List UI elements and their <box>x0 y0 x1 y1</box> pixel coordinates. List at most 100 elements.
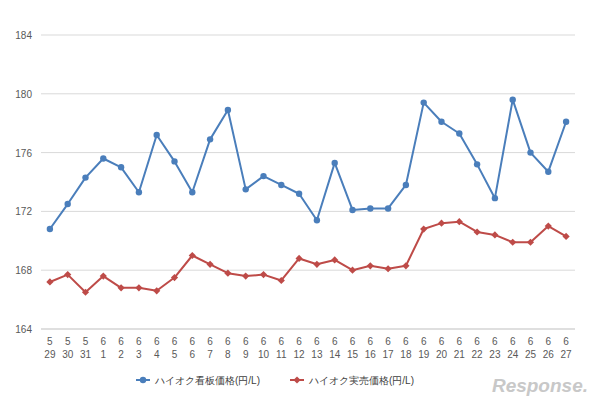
x-tick-label: 617 <box>383 336 395 360</box>
x-tick-label-line: 6 <box>403 336 409 347</box>
data-point <box>509 239 516 246</box>
x-tick-label: 66 <box>190 336 196 360</box>
x-tick-label-line: 16 <box>365 349 377 360</box>
x-tick-label: 65 <box>172 336 178 360</box>
x-tick-label-line: 13 <box>311 349 323 360</box>
x-tick-label-line: 6 <box>421 336 427 347</box>
data-point <box>527 149 533 155</box>
data-point <box>385 205 391 211</box>
data-point <box>260 173 266 179</box>
data-point <box>136 189 142 195</box>
x-tick-label: 623 <box>489 336 501 360</box>
watermark: Response. <box>492 375 588 396</box>
x-tick-label: 621 <box>454 336 466 360</box>
x-tick-label-line: 3 <box>136 349 142 360</box>
x-tick-label-line: 22 <box>472 349 484 360</box>
data-point <box>243 186 249 192</box>
data-point <box>527 239 534 246</box>
x-tick-label: 67 <box>207 336 213 360</box>
series-line <box>50 100 566 229</box>
x-tick-label-line: 6 <box>190 349 196 360</box>
data-point <box>100 272 107 279</box>
y-tick-label: 180 <box>15 89 32 100</box>
data-point <box>260 271 267 278</box>
x-tick-label-line: 27 <box>561 349 573 360</box>
x-tick-label-line: 6 <box>296 336 302 347</box>
x-tick-label-line: 14 <box>329 349 341 360</box>
grid-line <box>41 152 575 153</box>
data-point <box>491 231 498 238</box>
data-point <box>154 132 160 138</box>
data-point <box>492 195 498 201</box>
x-tick-label: 613 <box>311 336 323 360</box>
x-tick-label: 610 <box>258 336 270 360</box>
data-point <box>402 262 409 269</box>
x-tick-label-line: 6 <box>563 336 569 347</box>
x-tick-label: 615 <box>347 336 359 360</box>
x-tick-label-line: 6 <box>190 336 196 347</box>
x-tick-label: 63 <box>136 336 142 360</box>
x-tick-label: 68 <box>225 336 231 360</box>
x-tick-label: 529 <box>44 336 56 360</box>
x-tick-label-line: 18 <box>400 349 412 360</box>
data-point <box>118 164 124 170</box>
x-tick-label-line: 5 <box>83 336 89 347</box>
data-point <box>420 225 427 232</box>
x-tick-label-line: 6 <box>279 336 285 347</box>
x-axis-line <box>41 329 575 330</box>
data-point <box>367 205 373 211</box>
x-tick-label: 619 <box>418 336 430 360</box>
data-point <box>510 96 516 102</box>
x-tick-label-line: 6 <box>528 336 534 347</box>
x-tick-label-line: 4 <box>154 349 160 360</box>
x-tick-label-line: 6 <box>243 336 249 347</box>
x-tick-label: 530 <box>62 336 74 360</box>
x-tick-label-line: 6 <box>118 336 124 347</box>
data-point <box>332 160 338 166</box>
x-tick-label-line: 6 <box>172 336 178 347</box>
x-tick-label-line: 6 <box>154 336 160 347</box>
legend-marker <box>293 376 300 383</box>
x-tick-label-line: 5 <box>172 349 178 360</box>
x-tick-label: 612 <box>294 336 306 360</box>
data-point <box>313 261 320 268</box>
x-tick-label: 622 <box>472 336 484 360</box>
x-tick-label-line: 7 <box>207 349 213 360</box>
x-tick-label: 625 <box>525 336 537 360</box>
x-tick-label: 618 <box>400 336 412 360</box>
x-tick-label-line: 6 <box>207 336 213 347</box>
x-tick-label-line: 19 <box>418 349 430 360</box>
x-tick-label: 627 <box>561 336 573 360</box>
x-tick-label-line: 8 <box>225 349 231 360</box>
x-tick-label: 616 <box>365 336 377 360</box>
data-point <box>207 261 214 268</box>
data-point <box>171 274 178 281</box>
legend-label: ハイオク実売価格(円/L) <box>308 375 414 386</box>
grid-line <box>41 211 575 212</box>
x-tick-label-line: 17 <box>383 349 395 360</box>
x-tick-label-line: 10 <box>258 349 270 360</box>
x-tick-label-line: 6 <box>474 336 480 347</box>
data-point <box>171 158 177 164</box>
data-point <box>474 228 481 235</box>
data-point <box>296 191 302 197</box>
data-point <box>296 255 303 262</box>
data-point <box>189 252 196 259</box>
data-point <box>100 155 106 161</box>
data-point <box>563 233 570 240</box>
x-tick-label: 531 <box>80 336 92 360</box>
x-tick-label-line: 5 <box>47 336 53 347</box>
data-point <box>46 278 53 285</box>
data-point <box>349 267 356 274</box>
data-point <box>82 174 88 180</box>
x-tick-label-line: 6 <box>439 336 445 347</box>
x-tick-label-line: 26 <box>543 349 555 360</box>
grid-line <box>41 93 575 94</box>
x-tick-label-line: 1 <box>101 349 107 360</box>
data-point <box>242 272 249 279</box>
data-point <box>438 220 445 227</box>
data-point <box>224 270 231 277</box>
x-tick-label-line: 5 <box>65 336 71 347</box>
data-point <box>135 284 142 291</box>
y-tick-label: 168 <box>15 265 32 276</box>
